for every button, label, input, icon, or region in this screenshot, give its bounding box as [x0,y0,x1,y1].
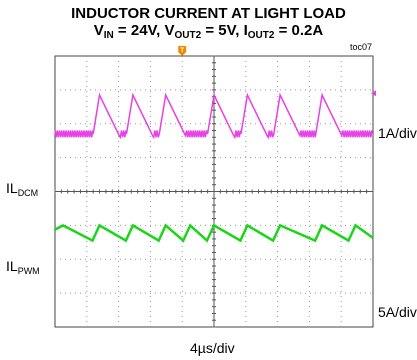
channel-level-marker-icon [371,90,376,97]
figure-tag: toc07 [350,42,373,52]
trigger-marker-icon [178,46,187,56]
dcm-waveform [54,92,373,140]
trigger-marker-label: T [180,48,184,54]
chart-subtitle: VIN = 24V, VOUT2 = 5V, IOUT2 = 0.2A [93,22,324,41]
scale-label-dcm: 1A/div [378,125,417,141]
series-label-dcm: ILDCM [6,180,39,198]
pwm-waveform [54,223,374,243]
scale-label-pwm: 5A/div [378,304,417,320]
chart-title: INDUCTOR CURRENT AT LIGHT LOAD [71,5,346,22]
series-label-pwm: ILPWM [6,258,40,276]
x-axis-label: 4µs/div [190,340,235,356]
